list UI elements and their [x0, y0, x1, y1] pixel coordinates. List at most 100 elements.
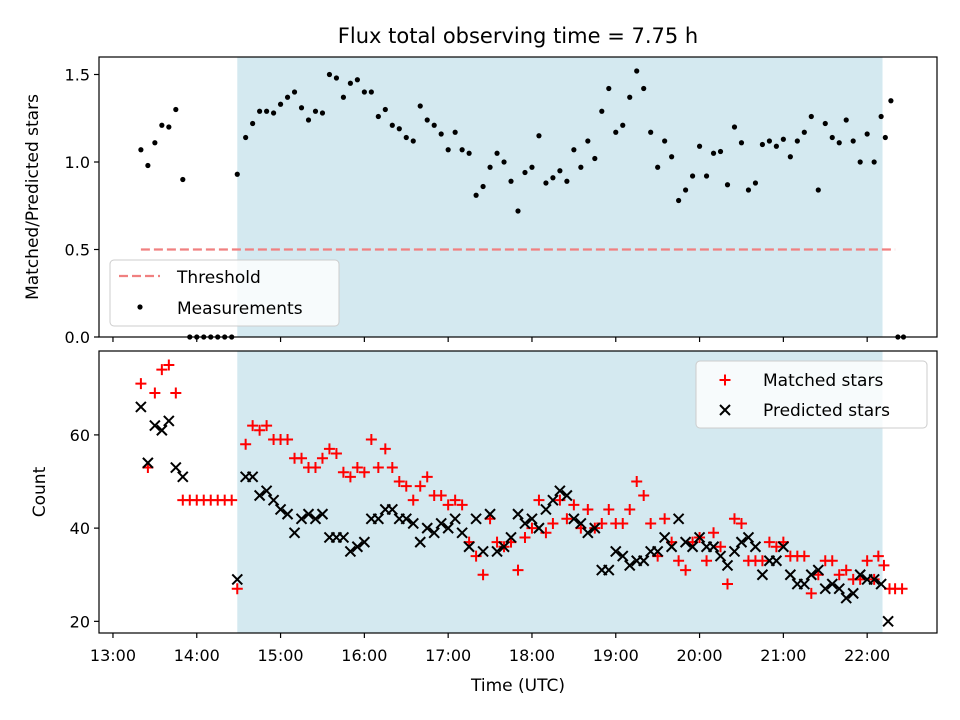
measurements-legend-swatch — [137, 304, 143, 310]
predicted-star-point — [491, 545, 503, 558]
measurement-point — [578, 164, 584, 170]
measurement-point — [843, 117, 849, 123]
count-points — [135, 359, 908, 628]
matched-star-point — [833, 569, 845, 581]
measurement-point — [724, 182, 731, 188]
matched-star-point — [156, 364, 168, 376]
top-y-axis-label: Matched/Predicted stars — [23, 94, 43, 300]
measurement-point — [592, 155, 598, 162]
matched-star-point — [715, 541, 727, 553]
x-tick-label: 21:00 — [760, 646, 806, 665]
matched-star-point — [603, 503, 615, 515]
legend-box — [695, 360, 928, 429]
matched-star-point — [379, 443, 391, 455]
measurement-point — [480, 183, 486, 190]
measurement-point — [166, 124, 172, 130]
chart-title: Flux total observing time = 7.75 h — [338, 24, 698, 48]
measurement-point — [264, 108, 270, 114]
predicted-star-point — [281, 508, 294, 520]
predicted-star-point — [554, 485, 566, 497]
matched-star-point — [149, 387, 161, 399]
predicted-star-point — [686, 541, 699, 553]
matched-star-point — [805, 587, 817, 599]
predicted-star-point — [351, 541, 364, 553]
matched-star-point — [826, 555, 838, 567]
matched-star-point — [163, 359, 175, 371]
predicted-star-point — [316, 508, 329, 520]
matched-star-point — [701, 555, 713, 567]
matched-star-point — [512, 564, 524, 576]
measurement-point — [494, 150, 500, 156]
predicted-star-point — [805, 569, 818, 581]
predicted-star-point — [693, 531, 706, 544]
predicted-star-point — [749, 541, 762, 553]
measurement-point — [641, 85, 647, 92]
matched-star-point — [756, 555, 768, 567]
legend-box — [109, 259, 340, 327]
predicted-star-point — [358, 536, 371, 548]
measurement-point — [501, 159, 507, 165]
measurements-legend-label: Measurements — [177, 299, 303, 319]
matched-star-point — [728, 513, 740, 525]
matched-star-point — [519, 531, 531, 543]
matched-legend-label: Matched stars — [763, 371, 883, 391]
measurement-point — [529, 164, 535, 170]
predicted-star-point — [651, 545, 664, 558]
measurement-point — [878, 113, 884, 120]
matched-star-point — [659, 513, 671, 525]
predicted-star-point — [505, 531, 517, 544]
predicted-star-point — [826, 578, 838, 590]
predicted-star-point — [295, 513, 308, 525]
measurement-point — [473, 192, 479, 198]
measurement-point — [794, 138, 800, 144]
measurement-point — [696, 143, 703, 149]
measurement-point — [543, 180, 549, 186]
predicted-star-point — [812, 564, 824, 576]
predicted-legend-label: Predicted stars — [763, 401, 890, 421]
y-tick-label: 1.5 — [65, 66, 90, 85]
matched-star-point — [798, 550, 810, 562]
measurement-point — [808, 113, 814, 120]
measurement-point — [648, 129, 654, 135]
matched-star-point — [393, 476, 405, 488]
bottom-legend: Matched stars Predicted stars — [695, 360, 928, 429]
predicted-star-point — [477, 545, 489, 558]
matched-star-point — [358, 466, 370, 478]
threshold-legend-label: Threshold — [176, 268, 261, 288]
matched-star-point — [240, 438, 252, 450]
measurement-point — [431, 122, 437, 128]
measurement-point — [599, 108, 605, 114]
matched-star-point — [840, 564, 852, 576]
measurement-point — [270, 110, 277, 116]
matched-star-point — [735, 517, 747, 529]
measurement-point — [403, 134, 409, 141]
x-tick-label: 15:00 — [258, 646, 304, 665]
matched-star-point — [435, 489, 447, 501]
matched-star-point — [337, 466, 349, 478]
measurement-point — [836, 140, 842, 146]
y-tick-label: 0.5 — [65, 241, 90, 260]
matched-legend-swatch — [719, 374, 731, 386]
predicted-star-point — [428, 527, 440, 539]
measurement-point — [319, 110, 326, 116]
measurement-point — [888, 98, 894, 104]
measurement-point — [655, 164, 661, 170]
measurement-point — [613, 129, 619, 135]
measurement-point — [466, 150, 472, 156]
measurement-point — [375, 113, 381, 120]
measurement-point — [536, 133, 542, 139]
matched-star-point — [135, 378, 147, 390]
measurement-point — [606, 85, 612, 92]
predicted-star-point — [470, 513, 482, 525]
predicted-star-point — [484, 508, 496, 520]
predicted-star-point — [526, 513, 538, 525]
predicted-star-point — [819, 583, 831, 595]
measurement-point — [333, 75, 340, 81]
predicted-star-point — [135, 401, 147, 413]
matched-star-point — [407, 494, 419, 506]
matched-star-point — [323, 443, 335, 455]
predicted-star-point — [231, 573, 243, 586]
measurement-point — [438, 131, 444, 137]
matched-star-point — [645, 517, 657, 529]
